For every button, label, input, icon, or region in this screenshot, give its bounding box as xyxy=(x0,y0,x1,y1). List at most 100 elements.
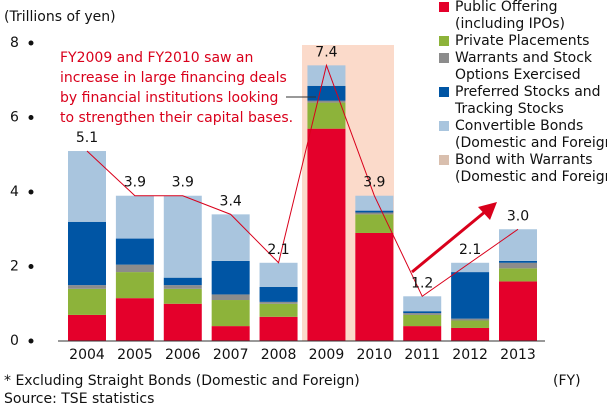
y-tick-mark xyxy=(28,264,34,269)
legend-label: Options Exercised xyxy=(455,67,581,83)
bar-segment xyxy=(355,232,394,341)
legend-label: (including IPOs) xyxy=(455,16,565,32)
bar-segment xyxy=(211,294,250,301)
y-tick-label: 6 xyxy=(10,110,19,126)
legend-label: Preferred Stocks and xyxy=(455,84,601,100)
x-tick-label: 2013 xyxy=(500,347,536,363)
bar-segment xyxy=(68,288,106,315)
bar-segment xyxy=(68,221,106,286)
bar-segment xyxy=(115,264,154,273)
y-axis-label: (Trillions of yen) xyxy=(4,9,116,25)
footnote: * Excluding Straight Bonds (Domestic and… xyxy=(4,373,360,389)
bar-segment xyxy=(451,262,490,273)
y-tick-mark xyxy=(28,338,34,344)
bar-segment xyxy=(259,316,298,341)
legend-swatch xyxy=(439,36,449,46)
bar-segment xyxy=(451,327,490,341)
bar-segment xyxy=(259,301,298,304)
annotation: to strengthen their capital bases. xyxy=(60,110,293,126)
total-label: 7.4 xyxy=(315,44,337,60)
bar-segment xyxy=(403,311,442,314)
y-tick-label: 2 xyxy=(10,259,19,275)
bar-segment xyxy=(499,229,537,261)
total-label: 1.2 xyxy=(411,275,433,291)
bar-segment xyxy=(307,102,346,129)
bar-segment xyxy=(307,85,346,101)
bar-segment xyxy=(403,326,442,341)
bar-segment xyxy=(163,277,202,286)
total-label: 2.1 xyxy=(459,242,481,258)
total-label: 3.9 xyxy=(172,175,194,191)
bar-segment xyxy=(451,318,490,321)
annotation: FY2009 and FY2010 saw an xyxy=(60,50,253,66)
source: Source: TSE statistics xyxy=(4,391,154,406)
bar-segment xyxy=(163,288,202,304)
bar-segment xyxy=(163,195,202,278)
bar-segment xyxy=(451,272,490,319)
bar-segment xyxy=(355,195,394,211)
total-line xyxy=(86,63,519,298)
bar-segment xyxy=(68,314,106,341)
bar-segment xyxy=(403,296,442,312)
bar-segment xyxy=(259,303,298,317)
annotation: increase in large financing deals xyxy=(60,70,287,86)
legend-label: (Domestic and Foreign) xyxy=(455,169,607,185)
bar-segment xyxy=(259,262,298,287)
total-label: 2.1 xyxy=(267,242,289,258)
x-tick-label: 2011 xyxy=(404,347,440,363)
bar-segment xyxy=(211,300,250,327)
legend-swatch xyxy=(439,2,449,12)
legend-label: Tracking Stocks xyxy=(454,101,564,117)
legend-label: (Domestic and Foreign) xyxy=(455,135,607,151)
x-axis-unit: (FY) xyxy=(553,373,581,389)
legend-swatch xyxy=(439,155,449,165)
bar-segment xyxy=(115,298,154,341)
bar-segment xyxy=(115,195,154,239)
x-tick-label: 2008 xyxy=(261,347,297,363)
legend-label: Public Offering xyxy=(455,0,558,15)
total-label: 3.4 xyxy=(220,193,242,209)
bar-segment xyxy=(211,214,250,261)
total-label: 5.1 xyxy=(76,130,98,146)
bar-segment xyxy=(499,268,537,282)
bar-segment xyxy=(68,285,106,289)
y-tick-mark xyxy=(28,115,34,120)
plot xyxy=(68,63,537,341)
legend-swatch xyxy=(439,53,449,63)
x-tick-label: 2007 xyxy=(213,347,249,363)
bar-segment xyxy=(403,314,442,327)
bar-segment xyxy=(403,313,442,315)
y-tick-label: 0 xyxy=(10,333,19,349)
bar-segment xyxy=(115,238,154,265)
x-tick-label: 2004 xyxy=(69,347,105,363)
y-tick-mark xyxy=(28,189,34,195)
bar-segment xyxy=(355,210,394,213)
bar-segment xyxy=(68,151,106,222)
bar-segment xyxy=(307,100,346,103)
total-label: 3.0 xyxy=(507,208,529,224)
y-tick-label: 8 xyxy=(10,35,19,51)
bar-segment xyxy=(307,65,346,86)
bar-segment xyxy=(355,214,394,233)
legend-swatch xyxy=(439,87,449,97)
total-label: 3.9 xyxy=(124,175,146,191)
legend-swatch xyxy=(439,121,449,131)
x-tick-label: 2005 xyxy=(117,347,153,363)
bar-segment xyxy=(499,260,537,263)
bar-segment xyxy=(163,303,202,341)
bar-segment xyxy=(211,260,250,295)
bar-segment xyxy=(499,262,537,269)
annotation: by financial institutions looking xyxy=(60,90,278,106)
y-tick-label: 4 xyxy=(10,184,19,200)
x-tick-label: 2006 xyxy=(165,347,201,363)
bar-segment xyxy=(163,285,202,289)
x-tick-label: 2010 xyxy=(357,347,393,363)
x-tick-label: 2012 xyxy=(452,347,488,363)
legend-label: Convertible Bonds xyxy=(455,118,583,134)
bar-segment xyxy=(451,320,490,328)
bar-segment xyxy=(259,286,298,302)
legend-label: Bond with Warrants xyxy=(455,152,593,168)
legend-label: Private Placements xyxy=(455,33,589,49)
y-tick-mark xyxy=(28,40,34,46)
